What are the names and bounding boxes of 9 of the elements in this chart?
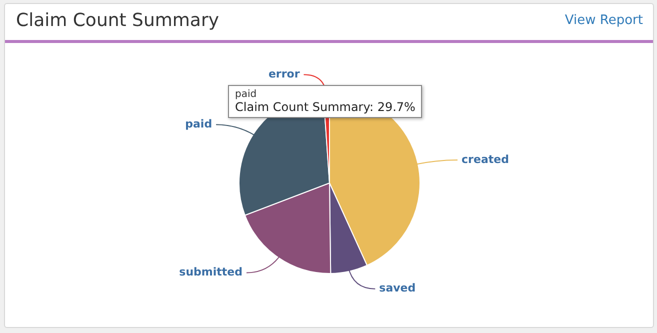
slice-label: saved (379, 282, 416, 295)
slice-label: paid (185, 117, 212, 130)
chart-title: Claim Count Summary (16, 10, 220, 31)
text: Claim Count Summary: 29.7% (235, 100, 416, 114)
slice-label: submitted (179, 266, 243, 279)
text: paid (235, 89, 258, 100)
slice-label: created (462, 152, 509, 166)
slice-label: error (268, 67, 300, 80)
text: View Report (564, 13, 643, 28)
